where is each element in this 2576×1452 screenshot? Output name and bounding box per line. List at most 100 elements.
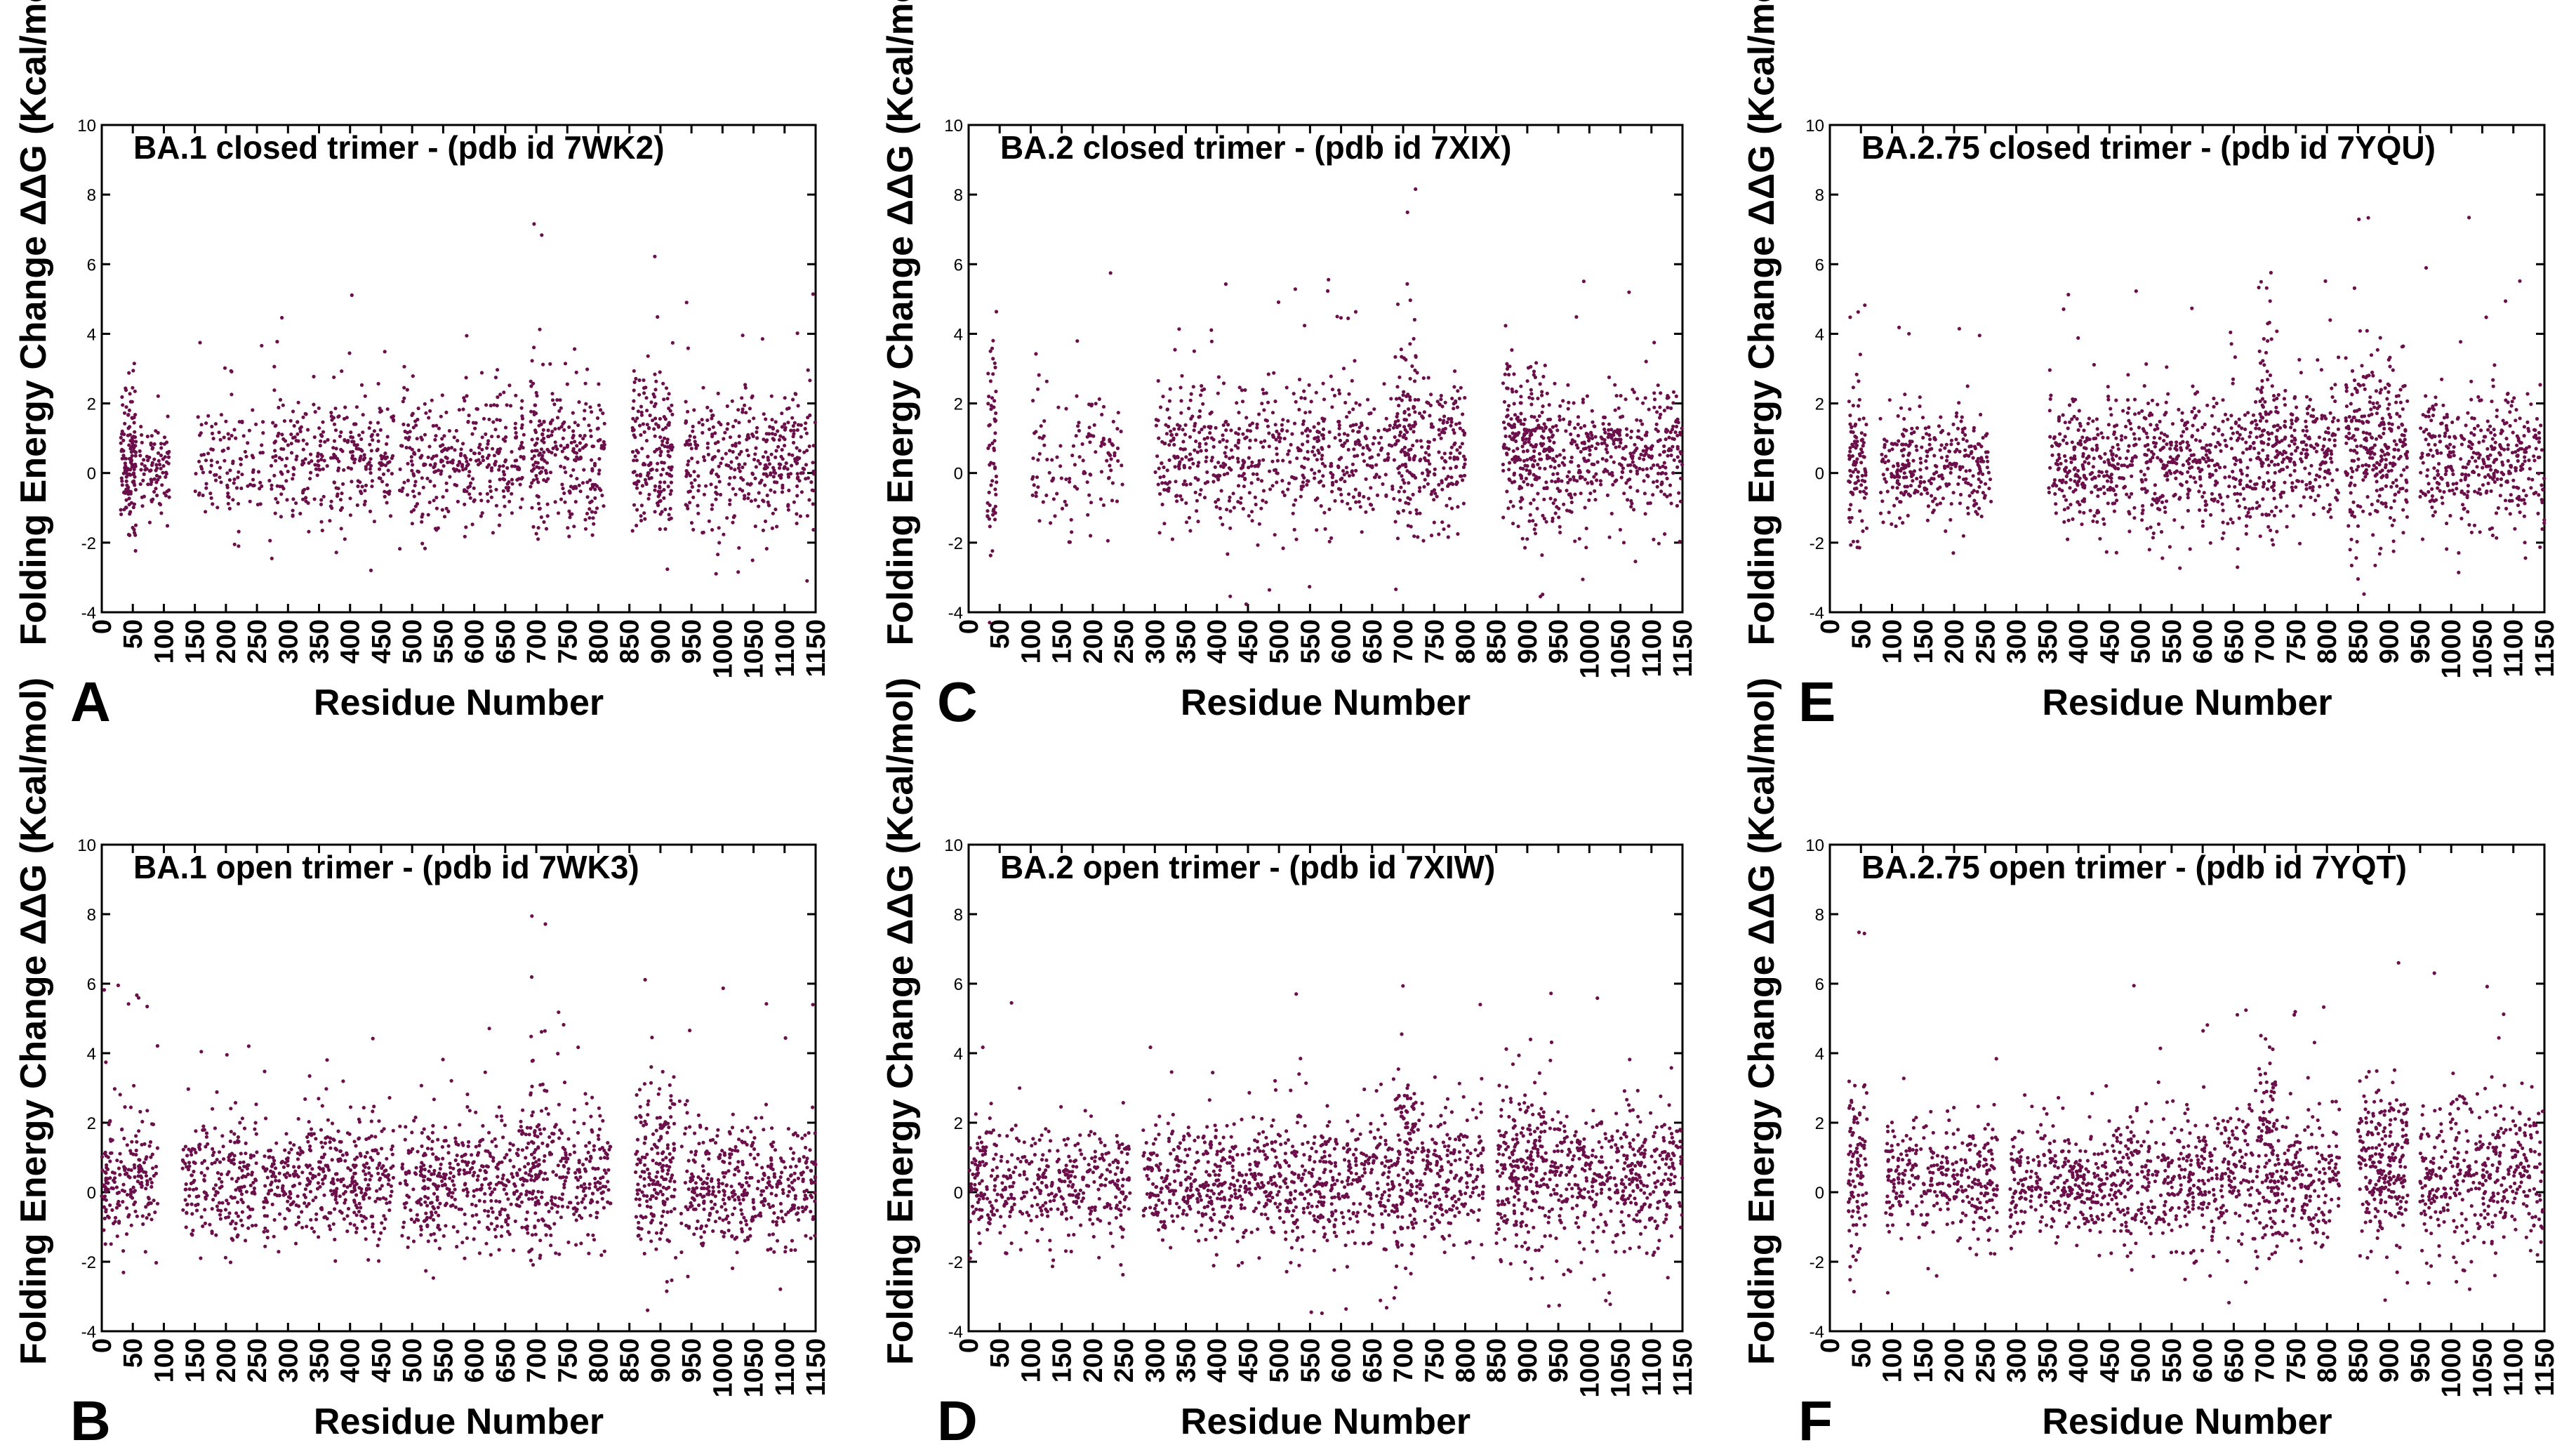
data-point [686,506,690,510]
data-point [1223,451,1227,455]
data-point [475,407,480,411]
data-point [199,1050,204,1054]
data-point [119,441,123,445]
data-point [141,1222,145,1227]
x-tick-label: 100 [150,1338,179,1382]
data-point [401,1220,406,1225]
data-point [1059,476,1063,480]
data-point [422,1127,426,1131]
data-point [748,1152,752,1156]
data-point [477,1143,482,1148]
data-point [359,1213,363,1217]
data-point [402,364,406,369]
data-point [484,432,488,437]
data-point [606,1180,610,1184]
data-point [500,1225,504,1229]
data-point [121,1249,126,1253]
data-point [236,1233,240,1237]
data-point [429,1210,434,1215]
data-point [342,416,347,421]
data-point [378,476,383,481]
data-point [502,1187,506,1192]
data-point [504,1184,508,1188]
data-point [792,1171,797,1175]
data-point [343,438,347,443]
data-point [672,1194,676,1199]
data-point [432,1097,437,1102]
data-point [263,1184,267,1188]
data-point [689,521,694,525]
data-point [244,1189,248,1194]
data-point [1191,385,1195,389]
data-point [426,1196,430,1200]
data-point [725,516,729,520]
data-point [740,1212,744,1216]
data-point [361,430,365,435]
data-point [333,1237,337,1241]
data-point [1254,438,1258,442]
data-point [764,466,768,470]
data-point [688,1125,692,1129]
data-point [1183,423,1188,428]
data-point [222,1157,226,1161]
data-point [795,512,799,516]
data-point [787,1189,791,1194]
data-point [212,1150,216,1154]
data-point [1191,461,1195,466]
data-point [1205,470,1209,475]
data-point [519,1125,523,1129]
data-point [987,395,991,399]
data-point [605,1156,610,1161]
data-point [225,1052,229,1057]
data-point [775,1182,779,1187]
data-point [367,1196,371,1200]
data-point [543,922,547,926]
data-point [1386,456,1390,460]
data-point [1180,457,1184,461]
data-point [260,443,264,447]
data-point [199,1256,203,1260]
data-point [588,405,592,409]
data-point [531,463,536,467]
data-point [466,1144,470,1149]
data-point [811,502,815,506]
data-point [514,430,518,435]
data-point [1320,457,1324,461]
data-point [696,1113,701,1117]
data-point [651,1159,655,1163]
data-point [799,435,803,439]
data-point [254,1161,258,1166]
data-point [133,413,138,417]
data-point [796,404,800,408]
data-point [524,1171,528,1175]
data-point [1042,443,1047,447]
data-point [125,1206,129,1210]
data-point [778,434,783,438]
data-point [423,433,427,437]
data-point [1184,482,1188,487]
data-point [376,1196,380,1201]
data-point [714,572,718,576]
data-point [667,421,672,425]
data-point [767,462,771,466]
data-point [1330,489,1334,494]
data-point [587,507,592,511]
data-point [157,458,161,463]
data-point [994,474,998,479]
data-point [314,1137,318,1141]
data-point [1313,476,1317,480]
data-point [453,1197,457,1201]
data-point [771,1232,775,1236]
data-point [1255,422,1259,427]
data-point [584,402,588,406]
data-point [579,1184,583,1188]
data-point [1092,423,1096,428]
data-point [602,1168,606,1173]
data-point [990,479,995,483]
data-point [453,1158,458,1163]
data-point [748,482,752,487]
data-point [1179,385,1183,390]
data-point [590,1128,594,1133]
data-point [538,1169,543,1174]
data-point [164,472,168,476]
